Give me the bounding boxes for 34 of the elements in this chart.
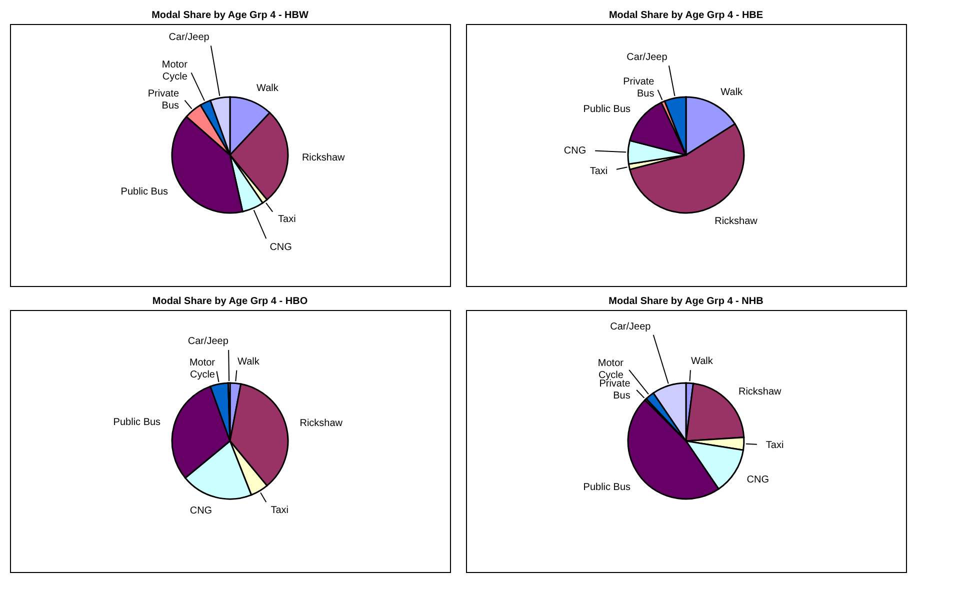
slice-label: Taxi (270, 504, 289, 516)
slice-label: Motor Cycle (189, 357, 216, 380)
slice-label: Taxi (278, 214, 296, 225)
slice-label: Rickshaw (300, 418, 344, 430)
slice-label: CNG (746, 474, 770, 486)
slice-label: Taxi (590, 166, 608, 178)
slice-label: Car/Jeep (168, 32, 210, 43)
slice-label: Rickshaw (714, 216, 758, 228)
slice-label: Public Bus (120, 186, 168, 198)
slice-label: Rickshaw (738, 386, 782, 398)
slice-label: Public Bus (583, 104, 631, 116)
slice-label: Private Bus (623, 76, 655, 100)
slice-label: CNG (564, 145, 586, 156)
chart-title: Modal Share by Age Grp 4 - HBE (608, 10, 764, 21)
slice-label: Walk (238, 356, 260, 368)
chart-title: Modal Share by Age Grp 4 - NHB (608, 296, 764, 307)
slice-label: CNG (190, 506, 212, 517)
slice-label: Walk (720, 86, 744, 98)
slice-label: Taxi (766, 440, 784, 451)
chart-title: Modal Share by Age Grp 4 - HBW (152, 10, 309, 21)
slice-label: CNG (270, 242, 292, 253)
slice-label: Car/Jeep (626, 52, 668, 63)
slice-label: Private Bus (148, 88, 180, 112)
slice-label: Public Bus (583, 482, 631, 493)
slice-label: Public Bus (113, 417, 161, 428)
chart-title: Modal Share by Age Grp 4 - HBO (152, 296, 308, 307)
slice-label: Private Bus (599, 378, 631, 402)
slice-label: Walk (691, 356, 714, 368)
slice-label: Car/Jeep (610, 321, 652, 332)
slice-label: Car/Jeep (188, 336, 229, 348)
slice-label: Rickshaw (302, 152, 346, 164)
slice-label: Motor Cycle (598, 358, 624, 381)
slice-label: Motor Cycle (162, 60, 188, 83)
slice-label: Walk (256, 83, 280, 94)
